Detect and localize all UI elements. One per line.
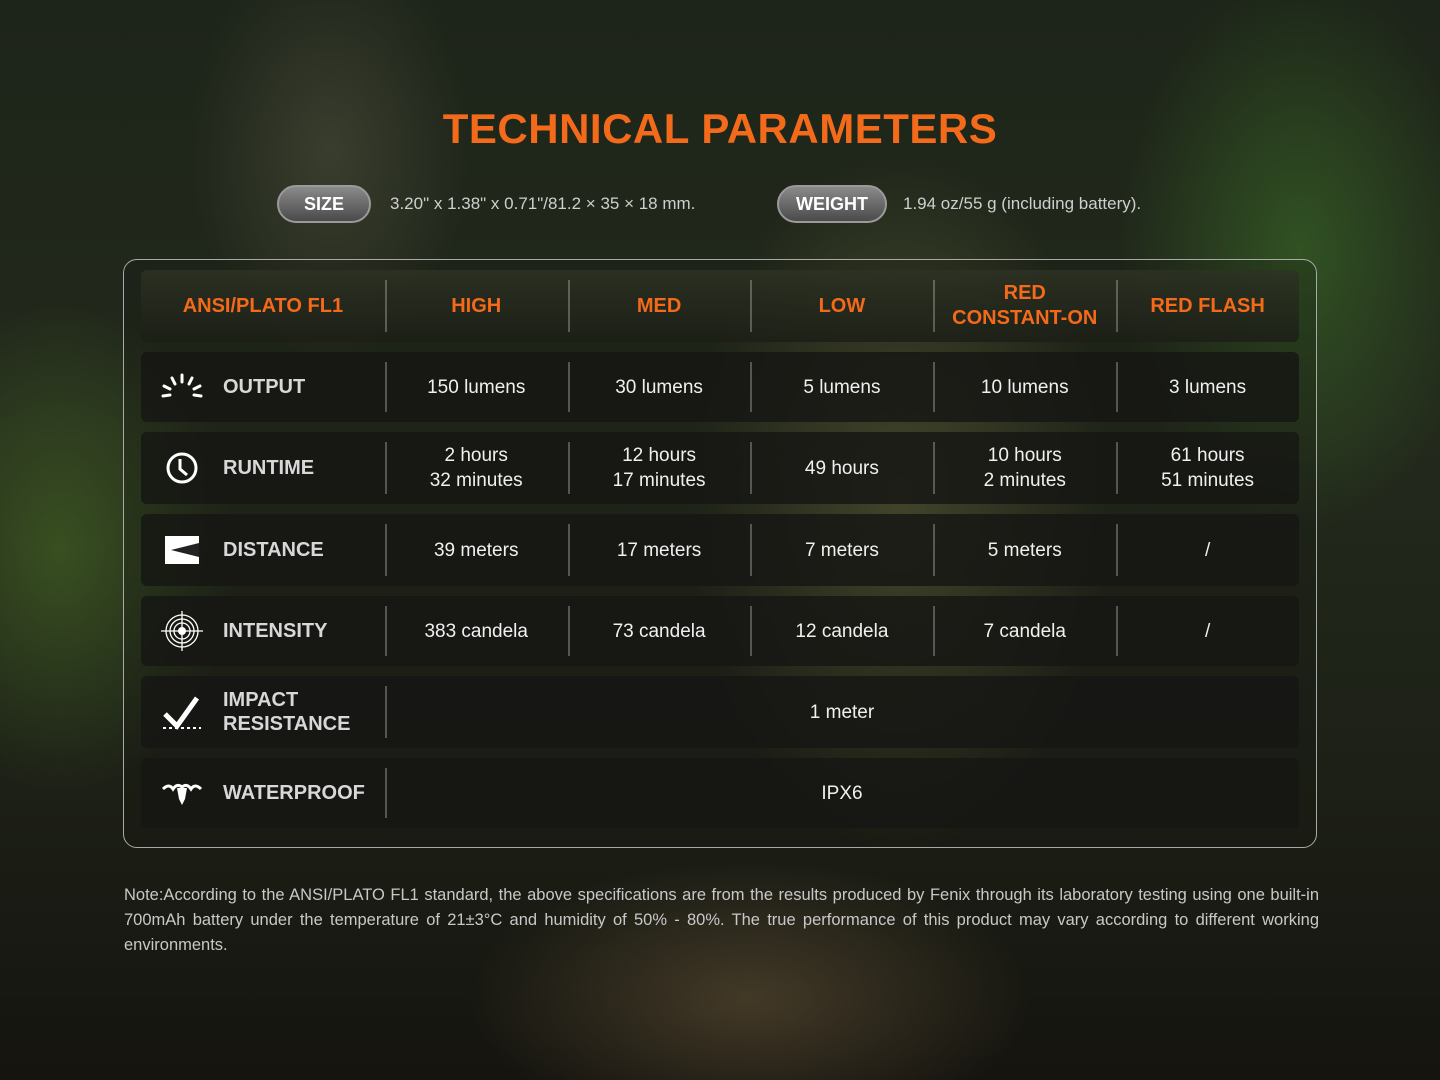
cell-text: 1 meter [809,701,875,723]
cell-text: RUNTIME [223,457,315,479]
cell-text: LOW [818,294,866,317]
cell-text: 17 meters [616,539,702,561]
cell-text: INTENSITY [223,620,328,642]
waterproof-icon [161,783,203,805]
table-cell: 10 hours 2 minutes [933,432,1116,504]
table-row-intensity: INTENSITY 383 candela 73 candela 12 candela… [141,596,1299,666]
cell-text: RED CONSTANT-ON [952,282,1098,329]
footnote: Note:According to the ANSI/PLATO FL1 sta… [124,886,1319,954]
table-cell: 12 candela [750,596,933,666]
cell-text: HIGH [451,294,502,317]
weight-value: 1.94 oz/55 g (including battery). [903,194,1142,213]
table-cell: / [1116,596,1299,666]
cell-text: DISTANCE [223,539,324,561]
row-label: OUTPUT [141,352,385,422]
table-row-output: OUTPUT 150 lumens 30 lumens 5 lumens 10 lume… [141,352,1299,422]
table-cell: 61 hours 51 minutes [1116,432,1299,504]
cell-text: RED FLASH [1150,294,1265,317]
table-cell: 383 candela [384,596,568,666]
cell-text: IPX6 [821,782,863,804]
cell-text: 30 lumens [615,376,703,398]
table-cell: 39 meters [384,514,568,586]
cell-text: 73 candela [612,620,706,642]
table-cell: / [1116,514,1299,586]
cell-text: 5 meters [987,539,1062,561]
cell-text: 7 meters [804,539,879,561]
table-cell: 30 lumens [567,352,751,422]
column-header: HIGH [384,270,568,342]
clock-icon [166,452,198,484]
cell-text: 49 hours [804,457,879,479]
table-cell: 3 lumens [1116,352,1299,422]
table-cell: 17 meters [567,514,751,586]
table-cell: 150 lumens [384,352,568,422]
cell-text: OUTPUT [223,376,306,398]
table-row-runtime: RUNTIME 2 hours 32 minutes 12 hours 17 min… [141,432,1299,504]
cell-text: 10 lumens [980,376,1069,398]
page-title: TECHNICAL PARAMETERS [442,105,998,152]
table-row-impact-resistance: IMPACT RESISTANCE 1 meter [141,676,1299,748]
cell-text: IMPACT RESISTANCE [223,689,351,735]
cell-text: 7 candela [983,620,1066,642]
table-cell: 2 hours 32 minutes [384,432,568,504]
column-header: RED CONSTANT-ON [933,270,1116,342]
table-cell: 5 meters [933,514,1116,586]
row-label: IMPACT RESISTANCE [141,676,385,748]
table-cell: 7 meters [750,514,933,586]
table-cell: 1 meter [385,676,1299,748]
cell-text: 383 candela [424,620,528,642]
target-icon [161,611,203,651]
cell-text: MED [636,294,682,317]
cell-text: 3 lumens [1169,376,1247,398]
row-label: RUNTIME [141,432,385,504]
table-cell: 10 lumens [933,352,1116,422]
table-row-waterproof: WATERPROOF IPX6 [141,758,1299,828]
table-cell: 73 candela [567,596,751,666]
row-label: DISTANCE [141,514,385,586]
column-header: LOW [750,270,933,342]
cell-text: 10 hours 2 minutes [983,445,1066,491]
size-value: 3.20" x 1.38" x 0.71"/81.2 × 35 × 18 mm. [390,194,696,213]
cell-text: 2 hours 32 minutes [429,445,523,491]
column-header: MED [567,270,751,342]
table-cell: 49 hours [750,432,933,504]
table-cell: IPX6 [385,758,1299,828]
size-badge: SIZE [277,185,371,223]
cell-text: 61 hours 51 minutes [1161,445,1255,491]
cell-text: ANSI/PLATO FL1 [182,295,344,317]
column-header: RED FLASH [1116,270,1299,342]
cell-text: / [1204,620,1211,642]
column-header: ANSI/PLATO FL1 [141,270,385,342]
cell-text: 39 meters [433,539,519,561]
table-row-distance: DISTANCE 39 meters 17 meters 7 meters 5 mete… [141,514,1299,586]
row-label: WATERPROOF [141,758,385,828]
cell-text: 12 candela [795,620,889,642]
table-cell: 5 lumens [750,352,933,422]
cell-text: / [1204,539,1211,561]
output-icon [161,373,203,398]
distance-icon [165,536,199,564]
table-cell: 12 hours 17 minutes [567,432,751,504]
weight-badge: WEIGHT [777,185,887,223]
impact-icon [163,696,201,730]
cell-text: WATERPROOF [223,782,365,804]
table-header-row: ANSI/PLATO FL1 HIGH MED LOW RED CONSTANT-ON R… [141,270,1299,342]
table-cell: 7 candela [933,596,1116,666]
cell-text: 12 hours 17 minutes [612,445,706,491]
cell-text: 150 lumens [427,376,526,398]
row-label: INTENSITY [141,596,385,666]
cell-text: 5 lumens [803,376,881,398]
